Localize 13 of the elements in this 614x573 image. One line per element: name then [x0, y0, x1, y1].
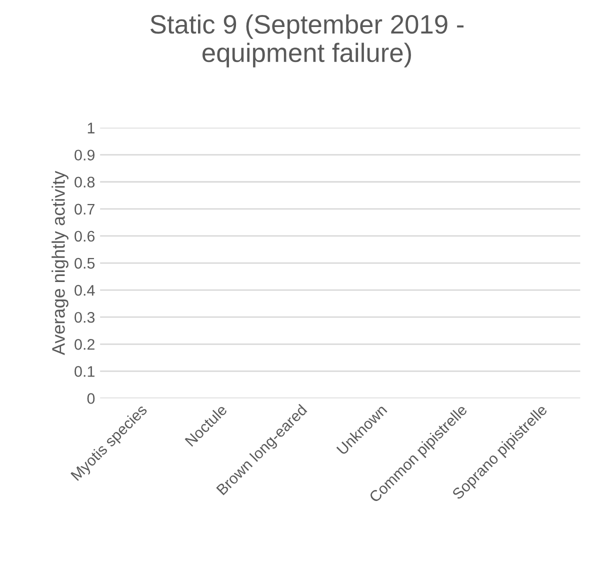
chart-title: Static 9 (September 2019 - equipment failure): [150, 14, 464, 68]
y-axis-title: Average nightly activity: [52, 170, 68, 356]
y-tick-label: 0.1: [74, 366, 94, 377]
y-tick-label: 0.4: [74, 284, 95, 296]
y-tick-label: 0.3: [74, 312, 95, 323]
y-tick-label: 0.9: [74, 150, 94, 161]
y-tick-label: 0: [87, 393, 95, 404]
y-tick-label: 0.8: [74, 176, 95, 188]
y-tick-label: 0.5: [74, 258, 95, 269]
y-tick-label: 1: [88, 122, 94, 134]
y-tick-label: 0.6: [74, 230, 95, 242]
y-tick-label: 0.7: [74, 204, 94, 215]
y-tick-label: 0.2: [74, 339, 94, 350]
